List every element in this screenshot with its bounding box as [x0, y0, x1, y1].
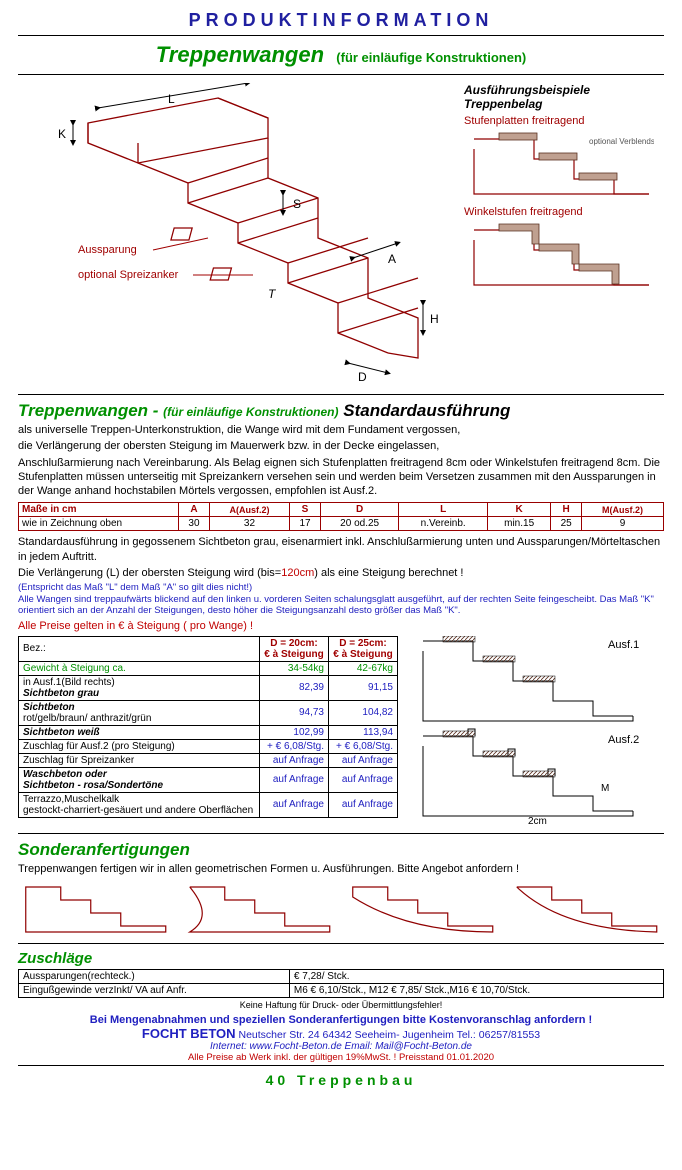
svg-text:Ausf.2: Ausf.2 — [608, 734, 639, 746]
dim-k-label: K — [58, 127, 66, 141]
sec1-p1: als universelle Treppen-Unterkonstruktio… — [18, 423, 664, 437]
aussparung-label: Aussparung — [78, 244, 137, 256]
sonder-text: Treppenwangen fertigen wir in allen geom… — [18, 862, 664, 876]
after-dim-p1: Standardausführung in gegossenem Sichtbe… — [18, 535, 664, 564]
title-sub: (für einläufige Konstruktionen) — [336, 50, 526, 65]
divider — [18, 943, 664, 944]
example1-diagram: optional Verblendstü — [464, 129, 654, 199]
footer-web: Internet: www.Focht-Beton.de Email: Mail… — [18, 1041, 664, 1052]
sec1-p3: Anschlußarmierung nach Vereinbarung. Als… — [18, 456, 664, 499]
blue-note1: (Entspricht das Maß "L" dem Maß "A" so g… — [18, 582, 664, 593]
divider — [18, 833, 664, 834]
svg-text:Ausf.1: Ausf.1 — [608, 639, 639, 651]
svg-text:2cm: 2cm — [528, 816, 547, 826]
after-dim-p2: Die Verlängerung (L) der obersten Steigu… — [18, 566, 664, 580]
sonder-title: Sonderanfertigungen — [18, 840, 664, 860]
sonder-shapes — [18, 882, 664, 937]
dim-a-label: A — [388, 252, 396, 266]
footer-l1: Bei Mengenabnahmen und speziellen Sonder… — [18, 1014, 664, 1026]
blue-note2: Alle Wangen sind treppaufwärts blickend … — [18, 594, 664, 617]
divider — [18, 1065, 664, 1066]
zuschlag-title: Zuschläge — [18, 950, 664, 967]
price-table: Bez.: D = 20cm:€ à Steigung D = 25cm:€ à… — [18, 636, 398, 818]
sec1-p2: die Verlängerung der obersten Steigung i… — [18, 439, 664, 453]
zuschlag-table: Aussparungen(rechteck.)€ 7,28/ Stck. Ein… — [18, 969, 664, 998]
svg-text:optional Verblendstü: optional Verblendstü — [589, 137, 654, 146]
dim-d-label: D — [358, 370, 367, 383]
dim-t-label: T — [268, 287, 277, 301]
svg-text:M: M — [601, 783, 609, 794]
dimension-table: Maße in cm AA(Ausf.2) SD LK HM(Ausf.2) w… — [18, 502, 664, 531]
ausf-diagrams: Ausf.1 Ausf.2 M 2cm — [413, 636, 664, 829]
dim-h-label: H — [430, 312, 438, 326]
section1-title: Treppenwangen - (für einläufige Konstruk… — [18, 401, 664, 421]
spreizanker-label: optional Spreizanker — [78, 269, 179, 281]
examples-panel: Ausführungsbeispiele Treppenbelag Stufen… — [464, 83, 664, 386]
title-main: Treppenwangen — [156, 42, 324, 67]
main-diagram: L K S A T H D Aussparung optional Spreiz… — [18, 83, 454, 386]
disclaimer: Keine Haftung für Druck- oder Übermittlu… — [18, 1000, 664, 1010]
divider — [18, 35, 664, 36]
example1-title: Stufenplatten freitragend — [464, 115, 664, 127]
divider — [18, 394, 664, 395]
red-note: Alle Preise gelten in € à Steigung ( pro… — [18, 620, 664, 632]
main-title: Treppenwangen (für einläufige Konstrukti… — [18, 42, 664, 68]
examples-title: Ausführungsbeispiele Treppenbelag — [464, 83, 664, 111]
example2-diagram — [464, 220, 654, 290]
footer-price-note: Alle Preise ab Werk inkl. der gültigen 1… — [18, 1052, 664, 1063]
footer-addr: FOCHT BETON Neutscher Str. 24 64342 Seeh… — [18, 1026, 664, 1041]
dim-l-label: L — [168, 92, 175, 106]
header-title: PRODUKTINFORMATION — [18, 10, 664, 31]
divider — [18, 74, 664, 75]
dim-s-label: S — [293, 197, 301, 211]
page-number: 40 Treppenbau — [18, 1072, 664, 1088]
example2-title: Winkelstufen freitragend — [464, 206, 664, 218]
